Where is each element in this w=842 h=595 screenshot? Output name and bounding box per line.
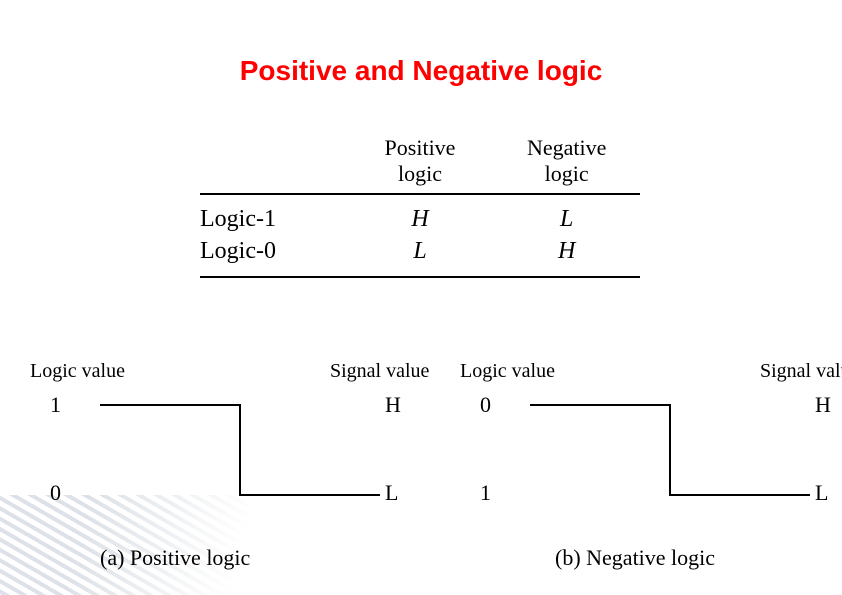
step-wave-b xyxy=(460,360,840,540)
table-header-empty xyxy=(200,135,347,187)
diagram-negative-logic: Logic value Signal value 0 1 H L xyxy=(460,360,840,540)
step-polyline xyxy=(100,405,380,495)
caption-b: (b) Negative logic xyxy=(555,545,715,571)
row-neg: L xyxy=(493,203,640,235)
row-label: Logic-1 xyxy=(200,203,347,235)
step-polyline xyxy=(530,405,810,495)
page-title: Positive and Negative logic xyxy=(0,55,842,87)
logic-table: Positivelogic Negativelogic Logic-1 H L … xyxy=(200,135,640,278)
row-pos: H xyxy=(347,203,494,235)
diagram-positive-logic: Logic value Signal value 1 0 H L xyxy=(30,360,410,540)
table-header-positive: Positivelogic xyxy=(347,135,494,187)
caption-a: (a) Positive logic xyxy=(100,545,250,571)
table-row: Logic-1 H L xyxy=(200,203,640,235)
table-body: Logic-1 H L Logic-0 L H xyxy=(200,195,640,278)
row-pos: L xyxy=(347,235,494,267)
table-row: Logic-0 L H xyxy=(200,235,640,267)
row-label: Logic-0 xyxy=(200,235,347,267)
table-header-negative: Negativelogic xyxy=(493,135,640,187)
table-header: Positivelogic Negativelogic xyxy=(200,135,640,195)
step-wave-a xyxy=(30,360,410,540)
row-neg: H xyxy=(493,235,640,267)
